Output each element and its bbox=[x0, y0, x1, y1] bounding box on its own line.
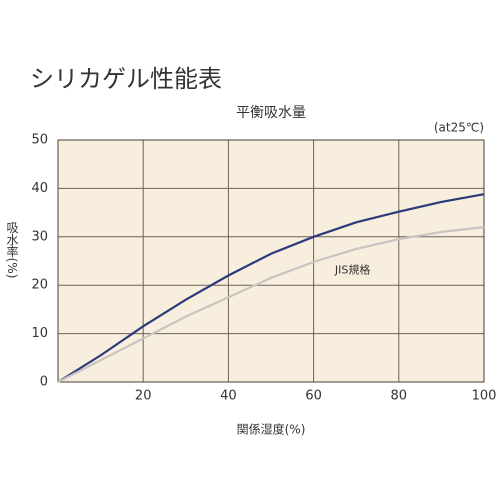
series-line bbox=[57, 193, 485, 383]
chart-title: シリカゲル性能表 bbox=[30, 65, 222, 93]
x-tick-label: 100 bbox=[472, 389, 497, 404]
x-tick-label: 60 bbox=[305, 389, 322, 404]
x-tick-label: 40 bbox=[220, 389, 237, 404]
y-tick-label: 10 bbox=[31, 326, 48, 341]
plot-frame bbox=[57, 139, 485, 383]
annotation: (at25℃) bbox=[434, 121, 484, 135]
x-tick-label: 80 bbox=[391, 389, 408, 404]
x-tick-label: 20 bbox=[135, 389, 152, 404]
series-label: JIS規格 bbox=[334, 263, 370, 277]
y-axis-label: 吸水率(%) bbox=[5, 222, 19, 279]
plot-background bbox=[58, 140, 484, 382]
y-tick-label: 20 bbox=[31, 278, 48, 293]
y-tick-label: 40 bbox=[31, 181, 48, 196]
y-tick-label: 50 bbox=[31, 133, 48, 148]
y-tick-label: 30 bbox=[31, 229, 48, 244]
chart-subtitle: 平衡吸水量 bbox=[236, 105, 306, 121]
x-axis-label: 関係湿度(%) bbox=[237, 422, 306, 437]
series-line bbox=[57, 226, 485, 383]
y-tick-label: 0 bbox=[40, 375, 48, 390]
